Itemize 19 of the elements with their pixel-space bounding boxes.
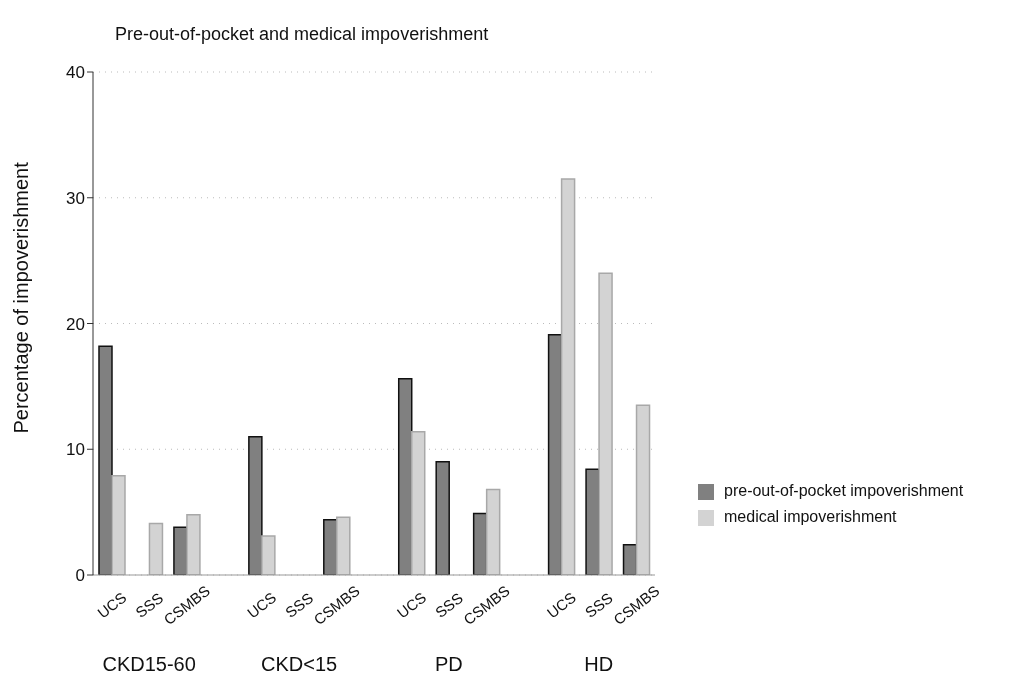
text: CKD<15	[260, 653, 339, 676]
x-tick-label: UCS	[393, 588, 430, 622]
x-tick-label: UCS	[243, 588, 280, 622]
x-tick-label: UCS	[94, 588, 130, 622]
y-tick-label: 10	[66, 440, 85, 460]
x-tick-label: SSS	[431, 589, 466, 621]
y-axis-title: Percentage of impoverishment	[10, 161, 33, 434]
legend-label: medical impoverishment	[724, 508, 897, 525]
text: PD	[434, 653, 464, 676]
y-tick-label: 20	[66, 314, 85, 334]
text: CKD15-60	[101, 653, 197, 676]
legend-label: pre-out-of-pocket impoverishment	[724, 482, 964, 499]
text: HD	[583, 653, 615, 676]
y-tick-label: 40	[66, 63, 85, 83]
y-tick-label: 30	[66, 188, 85, 208]
x-tick-label: SSS	[581, 589, 616, 621]
y-tick-label: 0	[75, 566, 85, 586]
chart-title: Pre-out-of-pocket and medical impoverishment	[115, 24, 489, 45]
x-tick-label: UCS	[543, 588, 580, 622]
